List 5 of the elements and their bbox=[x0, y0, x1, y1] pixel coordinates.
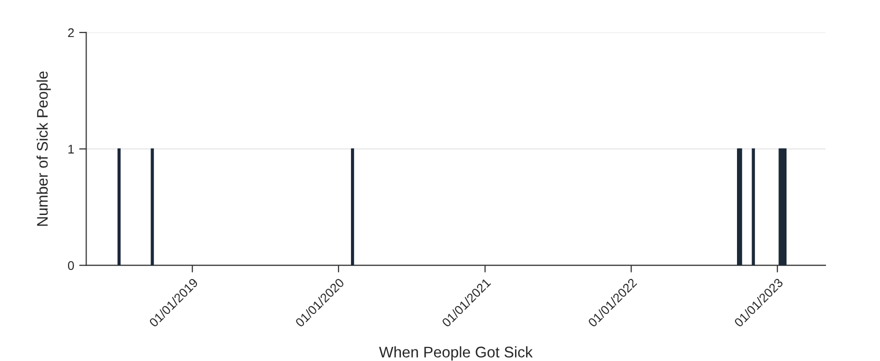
y-axis-title: Number of Sick People bbox=[36, 71, 51, 226]
y-tick-label: 1 bbox=[68, 144, 74, 154]
x-axis-title: When People Got Sick bbox=[379, 346, 533, 361]
y-tick-label: 0 bbox=[68, 261, 74, 270]
y-tick-label: 2 bbox=[68, 28, 74, 38]
